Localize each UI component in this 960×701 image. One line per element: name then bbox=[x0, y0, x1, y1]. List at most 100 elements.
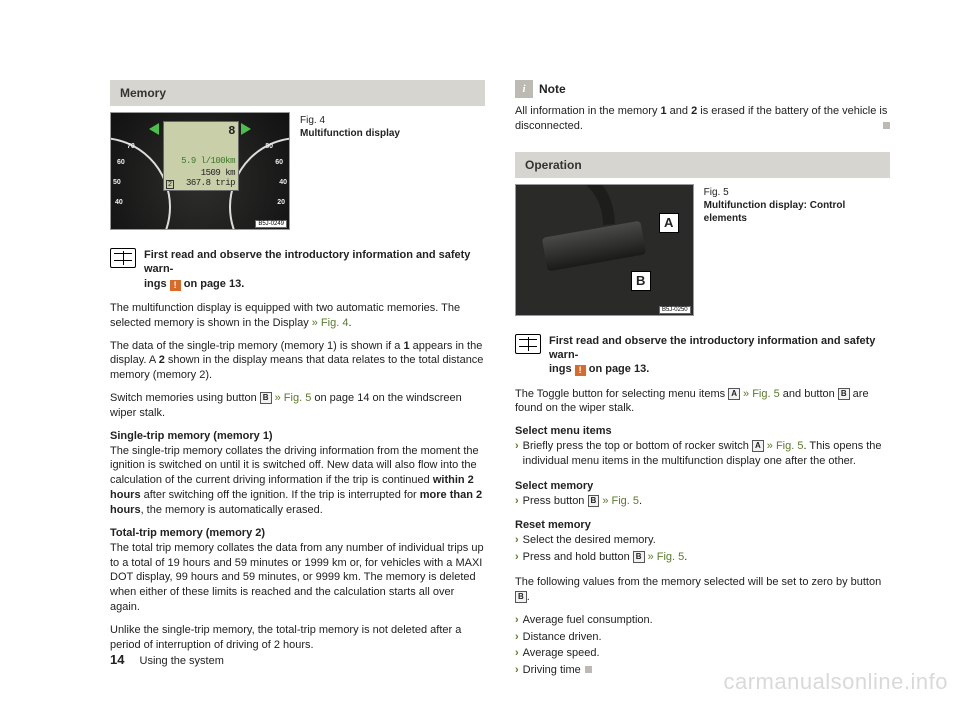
text-run: All information in the memory bbox=[515, 105, 661, 117]
text-run: Press and hold button bbox=[523, 551, 633, 563]
text-run: The multifunction display is equipped wi… bbox=[110, 302, 460, 329]
text-run: The Toggle button for selecting menu ite… bbox=[515, 388, 728, 400]
bullet-icon: › bbox=[515, 533, 519, 548]
warning-icon: ! bbox=[575, 365, 586, 376]
note-heading-block: i Note bbox=[515, 80, 890, 98]
text-run: shown in the display means that data rel… bbox=[110, 354, 483, 381]
text-run: The following values from the memory sel… bbox=[515, 576, 881, 588]
note-icon: i bbox=[515, 80, 533, 98]
text-run: after switching off the ignition. If the… bbox=[141, 489, 420, 501]
book-icon bbox=[110, 248, 136, 268]
page-columns: Memory 40 50 60 70 80 60 40 20 8 5.9 l/1… bbox=[110, 80, 890, 680]
read-first-line2a: ings bbox=[549, 363, 575, 375]
figure-5-caption: Fig. 5 Multifunction display: Control el… bbox=[704, 184, 890, 316]
key-B: B bbox=[515, 591, 527, 603]
right-turn-icon bbox=[241, 123, 251, 135]
text-run: . bbox=[684, 551, 687, 563]
key-B: B bbox=[633, 551, 645, 563]
key-A: A bbox=[752, 440, 764, 452]
fig-link: » Fig. 4 bbox=[312, 317, 349, 329]
gauge-tick: 40 bbox=[115, 199, 123, 206]
note-paragraph: All information in the memory 1 and 2 is… bbox=[515, 104, 890, 134]
gauge-tick: 60 bbox=[275, 159, 283, 166]
text-run: . bbox=[348, 317, 351, 329]
fig-link: » Fig. 5 bbox=[272, 392, 312, 404]
read-first-text: First read and observe the introductory … bbox=[144, 248, 485, 291]
text-run: The data of the single-trip memory (memo… bbox=[110, 340, 403, 352]
paragraph: The total trip memory collates the data … bbox=[110, 541, 485, 615]
read-first-line1: First read and observe the introductory … bbox=[549, 335, 875, 361]
right-column: i Note All information in the memory 1 a… bbox=[515, 80, 890, 680]
read-first-text: First read and observe the introductory … bbox=[549, 334, 890, 377]
bullet-item: › Average fuel consumption. bbox=[515, 613, 890, 628]
fig-link: » Fig. 5 bbox=[764, 440, 804, 452]
left-turn-icon bbox=[149, 123, 159, 135]
read-first-block: First read and observe the introductory … bbox=[110, 248, 485, 291]
gauge-tick: 70 bbox=[127, 143, 135, 150]
gauge-tick: 40 bbox=[279, 179, 287, 186]
figure-5-block: A B B5J-0250 Fig. 5 Multifunction displa… bbox=[515, 184, 890, 316]
figure-title: Multifunction display bbox=[300, 127, 400, 140]
bullet-item: › Press button B » Fig. 5. bbox=[515, 494, 890, 509]
warning-icon: ! bbox=[170, 280, 181, 291]
section-end-icon bbox=[883, 122, 890, 129]
bullet-item: › Distance driven. bbox=[515, 630, 890, 645]
bullet-item: › Press and hold button B » Fig. 5. bbox=[515, 550, 890, 565]
figure-5-code: B5J-0250 bbox=[659, 306, 691, 314]
footer-section: Using the system bbox=[140, 655, 224, 667]
paragraph: Switch memories using button B » Fig. 5 … bbox=[110, 391, 485, 421]
bullet-icon: › bbox=[515, 630, 519, 645]
paragraph: The following values from the memory sel… bbox=[515, 575, 890, 605]
note-title: Note bbox=[539, 82, 566, 96]
read-first-line2a: ings bbox=[144, 278, 170, 290]
bullet-text: Average speed. bbox=[523, 646, 600, 661]
bullet-text: Press button B » Fig. 5. bbox=[523, 494, 642, 509]
text-run: Switch memories using button bbox=[110, 392, 260, 404]
paragraph: Unlike the single-trip memory, the total… bbox=[110, 623, 485, 653]
bullet-item: ›Average speed. bbox=[515, 646, 890, 661]
lcd-memory-indicator: 2 bbox=[166, 180, 174, 189]
callout-B: B bbox=[631, 271, 651, 291]
text-run: . bbox=[527, 591, 530, 603]
text-run: . bbox=[639, 495, 642, 507]
gauge-tick: 60 bbox=[117, 159, 125, 166]
read-first-line1: First read and observe the introductory … bbox=[144, 249, 470, 275]
bullet-icon: › bbox=[515, 613, 519, 628]
figure-title: Multifunction display: Control elements bbox=[704, 199, 890, 225]
subheading-select-memory: Select memory bbox=[515, 479, 890, 494]
lcd-trip: 367.8 trip bbox=[186, 178, 235, 188]
lcd-gear: 8 bbox=[228, 124, 235, 138]
subheading-select-items: Select menu items bbox=[515, 424, 890, 439]
bullet-icon: › bbox=[515, 494, 519, 509]
figure-4-caption: Fig. 4 Multifunction display bbox=[300, 112, 400, 230]
bullet-text: Distance driven. bbox=[523, 630, 602, 645]
subheading-total-trip: Total-trip memory (memory 2) bbox=[110, 526, 485, 541]
figure-4-block: 40 50 60 70 80 60 40 20 8 5.9 l/100km 15… bbox=[110, 112, 485, 230]
key-B: B bbox=[838, 388, 850, 400]
text-run: , the memory is automatically erased. bbox=[141, 504, 323, 516]
bullet-text: Average fuel consumption. bbox=[523, 613, 653, 628]
callout-A: A bbox=[659, 213, 679, 233]
book-icon bbox=[515, 334, 541, 354]
left-column: Memory 40 50 60 70 80 60 40 20 8 5.9 l/1… bbox=[110, 80, 485, 680]
page-footer: 14 Using the system bbox=[110, 652, 224, 667]
read-first-line2b: on page 13. bbox=[586, 363, 650, 375]
bullet-icon: › bbox=[515, 663, 519, 678]
memory-heading: Memory bbox=[110, 80, 485, 106]
read-first-block: First read and observe the introductory … bbox=[515, 334, 890, 377]
bullet-icon: › bbox=[515, 439, 519, 469]
gauge-tick: 20 bbox=[277, 199, 285, 206]
center-lcd: 8 5.9 l/100km 1509 km 367.8 trip 2 bbox=[163, 121, 239, 191]
bullet-icon: › bbox=[515, 550, 519, 565]
lcd-odometer: 1509 km bbox=[201, 168, 235, 178]
paragraph: The multifunction display is equipped wi… bbox=[110, 301, 485, 331]
gauge-tick: 50 bbox=[113, 179, 121, 186]
paragraph: The data of the single-trip memory (memo… bbox=[110, 339, 485, 384]
lcd-consumption: 5.9 l/100km bbox=[181, 156, 235, 166]
gauge-tick: 80 bbox=[265, 143, 273, 150]
bullet-item: › Briefly press the top or bottom of roc… bbox=[515, 439, 890, 469]
paragraph: The single-trip memory collates the driv… bbox=[110, 444, 485, 518]
fig-link: » Fig. 5 bbox=[645, 551, 685, 563]
bullet-text: Driving time bbox=[523, 663, 581, 678]
figure-number: Fig. 5 bbox=[704, 186, 890, 199]
